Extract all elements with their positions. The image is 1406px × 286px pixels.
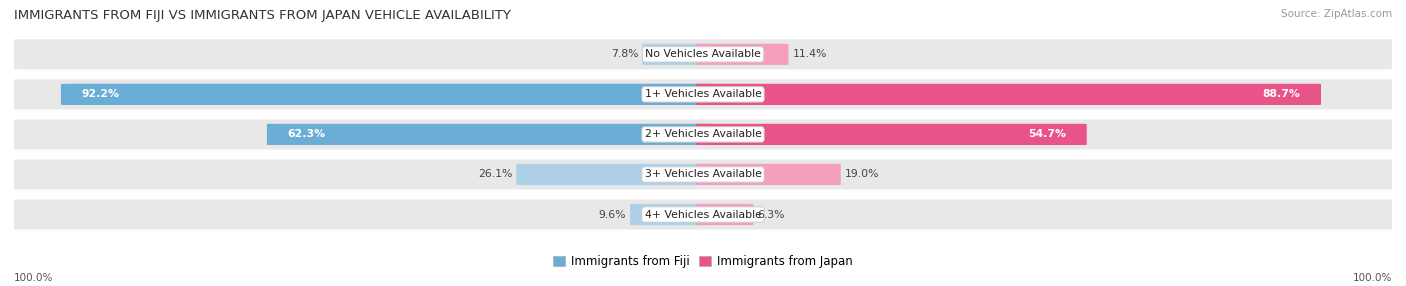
Text: 6.3%: 6.3% [758, 210, 785, 219]
FancyBboxPatch shape [0, 160, 1406, 189]
FancyBboxPatch shape [696, 44, 789, 65]
FancyBboxPatch shape [516, 164, 710, 185]
Text: 3+ Vehicles Available: 3+ Vehicles Available [644, 170, 762, 179]
FancyBboxPatch shape [696, 164, 841, 185]
FancyBboxPatch shape [267, 124, 710, 145]
Text: 92.2%: 92.2% [82, 90, 120, 99]
FancyBboxPatch shape [0, 39, 1406, 69]
Text: 1+ Vehicles Available: 1+ Vehicles Available [644, 90, 762, 99]
Text: No Vehicles Available: No Vehicles Available [645, 49, 761, 59]
Text: 88.7%: 88.7% [1263, 90, 1301, 99]
FancyBboxPatch shape [696, 124, 1087, 145]
Text: 54.7%: 54.7% [1028, 130, 1066, 139]
Text: 9.6%: 9.6% [599, 210, 626, 219]
FancyBboxPatch shape [696, 204, 754, 225]
Text: 7.8%: 7.8% [610, 49, 638, 59]
Text: 2+ Vehicles Available: 2+ Vehicles Available [644, 130, 762, 139]
FancyBboxPatch shape [0, 79, 1406, 109]
Legend: Immigrants from Fiji, Immigrants from Japan: Immigrants from Fiji, Immigrants from Ja… [548, 250, 858, 273]
FancyBboxPatch shape [0, 200, 1406, 229]
FancyBboxPatch shape [0, 120, 1406, 149]
FancyBboxPatch shape [643, 44, 710, 65]
Text: 19.0%: 19.0% [845, 170, 879, 179]
Text: 100.0%: 100.0% [1353, 273, 1392, 283]
Text: IMMIGRANTS FROM FIJI VS IMMIGRANTS FROM JAPAN VEHICLE AVAILABILITY: IMMIGRANTS FROM FIJI VS IMMIGRANTS FROM … [14, 9, 510, 21]
Text: 100.0%: 100.0% [14, 273, 53, 283]
Text: 62.3%: 62.3% [288, 130, 326, 139]
FancyBboxPatch shape [630, 204, 710, 225]
FancyBboxPatch shape [696, 84, 1322, 105]
Text: Source: ZipAtlas.com: Source: ZipAtlas.com [1281, 9, 1392, 19]
Text: 4+ Vehicles Available: 4+ Vehicles Available [644, 210, 762, 219]
Text: 11.4%: 11.4% [793, 49, 827, 59]
FancyBboxPatch shape [60, 84, 710, 105]
Text: 26.1%: 26.1% [478, 170, 512, 179]
